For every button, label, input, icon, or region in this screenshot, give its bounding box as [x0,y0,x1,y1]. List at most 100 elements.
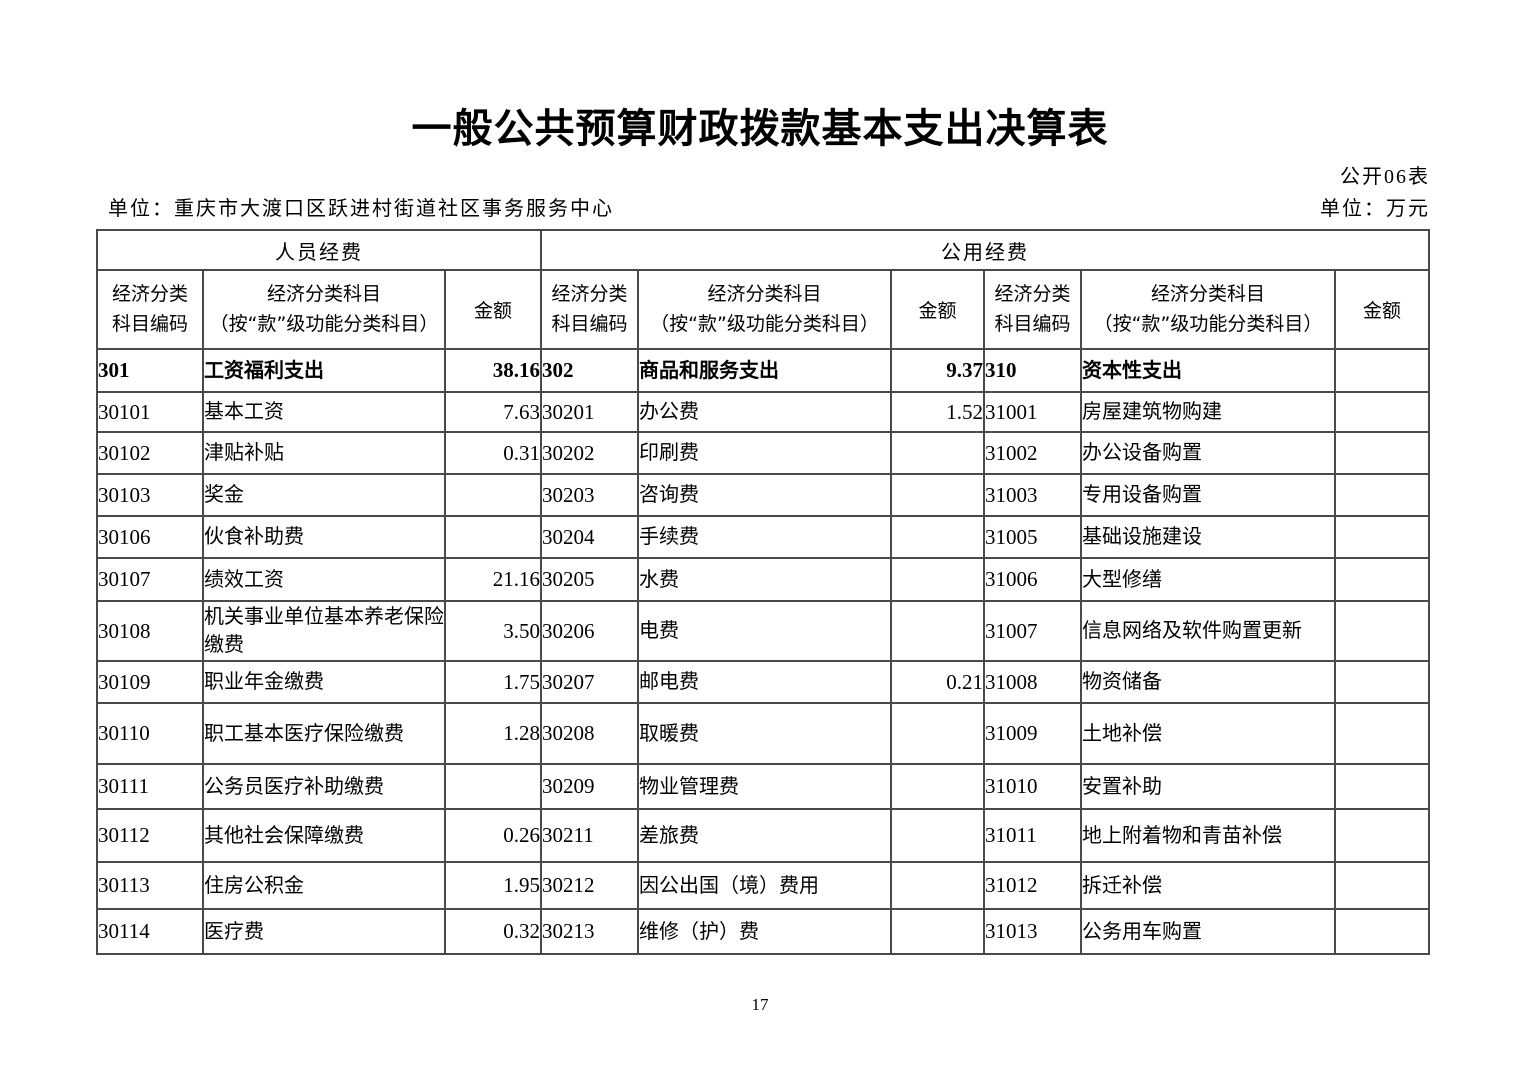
amount-cell: 1.75 [444,660,542,704]
econ-code-cell: 30112 [96,808,204,863]
amount-cell [1334,348,1430,393]
unit-measure-label: 单位：万元 [1320,198,1430,220]
econ-code-cell: 31002 [983,431,1082,475]
column-header-subject-1: 经济分类科目 （按“款”级功能分类科目） [202,269,446,350]
amount-cell: 7.63 [444,391,542,433]
expenditure-table: 人员经费 公用经费 经济分类 科目编码 经济分类科目 （按“款”级功能分类科目）… [96,229,1430,955]
column-header-code-line1: 经济分类 [551,283,628,306]
econ-subject-cell: 基本工资 [202,391,446,433]
econ-code-cell: 310 [983,348,1082,393]
econ-code-cell: 30212 [540,861,639,910]
econ-subject-cell: 伙食补助费 [202,515,446,559]
econ-subject-cell: 维修（护）费 [637,908,892,955]
table-body: 301 工资福利支出 38.16 302 商品和服务支出 9.37 310 资本性支出 3010… [96,348,1430,955]
econ-code-cell: 30111 [96,763,204,810]
econ-code-cell: 302 [540,348,639,393]
amount-cell [890,515,985,559]
column-header-code-2: 经济分类 科目编码 [540,269,639,350]
amount-cell [890,473,985,517]
amount-cell: 21.16 [444,557,542,602]
table-row: 30110 职工基本医疗保险缴费 1.28 30208 取暖费 31009 土地补偿 [96,702,1430,765]
amount-cell [1334,391,1430,433]
econ-subject-cell: 津贴补贴 [202,431,446,475]
econ-subject-cell: 资本性支出 [1080,348,1336,393]
table-row: 301 工资福利支出 38.16 302 商品和服务支出 9.37 310 资本性支出 [96,348,1430,393]
column-header-amount-1: 金额 [444,269,542,350]
column-header-code-line2: 科目编码 [551,312,628,335]
column-header-subject-line2: （按“款”级功能分类科目） [1093,312,1323,335]
amount-cell [1334,515,1430,559]
econ-code-cell: 30110 [96,702,204,765]
econ-code-cell: 31011 [983,808,1082,863]
table-row: 30102 津贴补贴 0.31 30202 印刷费 31002 办公设备购置 [96,431,1430,475]
unit-info-row: 单位：重庆市大渡口区跃进村街道社区事务服务中心 单位：万元 [108,192,1430,221]
amount-cell: 3.50 [444,600,542,662]
amount-cell [1334,473,1430,517]
column-header-code-line1: 经济分类 [994,283,1071,306]
table-row: 30112 其他社会保障缴费 0.26 30211 差旅费 31011 地上附着物和青苗补偿 [96,808,1430,863]
table-row: 30106 伙食补助费 30204 手续费 31005 基础设施建设 [96,515,1430,559]
amount-cell: 0.31 [444,431,542,475]
econ-subject-cell: 手续费 [637,515,892,559]
table-row: 30114 医疗费 0.32 30213 维修（护）费 31013 公务用车购置 [96,908,1430,955]
econ-subject-cell: 职工基本医疗保险缴费 [202,702,446,765]
amount-cell [890,600,985,662]
amount-cell: 0.21 [890,660,985,704]
amount-cell [890,557,985,602]
econ-code-cell: 30208 [540,702,639,765]
econ-code-cell: 30107 [96,557,204,602]
amount-cell [890,861,985,910]
econ-code-cell: 30114 [96,908,204,955]
econ-subject-cell: 工资福利支出 [202,348,446,393]
econ-code-cell: 30102 [96,431,204,475]
econ-subject-cell: 水费 [637,557,892,602]
econ-subject-cell: 绩效工资 [202,557,446,602]
amount-cell [444,515,542,559]
econ-code-cell: 30103 [96,473,204,517]
econ-subject-cell: 奖金 [202,473,446,517]
econ-subject-cell: 公务员医疗补助缴费 [202,763,446,810]
econ-code-cell: 31010 [983,763,1082,810]
amount-cell [1334,908,1430,955]
column-header-subject-line1: 经济分类科目 [707,283,822,306]
amount-cell: 1.95 [444,861,542,910]
econ-subject-cell: 印刷费 [637,431,892,475]
amount-cell [1334,600,1430,662]
column-header-subject-line1: 经济分类科目 [1150,283,1265,306]
column-header-subject-line1: 经济分类科目 [266,283,381,306]
econ-code-cell: 30203 [540,473,639,517]
column-header-row: 经济分类 科目编码 经济分类科目 （按“款”级功能分类科目） 金额 经济分类 科… [96,269,1430,350]
column-header-code-line2: 科目编码 [994,312,1071,335]
amount-cell [1334,431,1430,475]
unit-name-label: 单位：重庆市大渡口区跃进村街道社区事务服务中心 [108,198,614,220]
amount-cell: 0.32 [444,908,542,955]
amount-cell [1334,808,1430,863]
amount-cell [1334,702,1430,765]
amount-cell [1334,557,1430,602]
econ-code-cell: 31001 [983,391,1082,433]
econ-code-cell: 30101 [96,391,204,433]
econ-subject-cell: 专用设备购置 [1080,473,1336,517]
econ-code-cell: 30113 [96,861,204,910]
amount-cell: 1.28 [444,702,542,765]
econ-code-cell: 30207 [540,660,639,704]
econ-subject-cell: 办公费 [637,391,892,433]
econ-subject-cell: 电费 [637,600,892,662]
amount-cell [890,908,985,955]
amount-cell [890,431,985,475]
amount-cell [890,808,985,863]
econ-code-cell: 31003 [983,473,1082,517]
amount-cell: 38.16 [444,348,542,393]
econ-code-cell: 30213 [540,908,639,955]
amount-cell: 1.52 [890,391,985,433]
econ-subject-cell: 邮电费 [637,660,892,704]
table-row: 30111 公务员医疗补助缴费 30209 物业管理费 31010 安置补助 [96,763,1430,810]
column-header-subject-line2: （按“款”级功能分类科目） [650,312,879,335]
econ-subject-cell: 办公设备购置 [1080,431,1336,475]
econ-code-cell: 30202 [540,431,639,475]
table-row: 30101 基本工资 7.63 30201 办公费 1.52 31001 房屋建筑物购建 [96,391,1430,433]
econ-code-cell: 30206 [540,600,639,662]
econ-subject-cell: 医疗费 [202,908,446,955]
econ-code-cell: 31006 [983,557,1082,602]
